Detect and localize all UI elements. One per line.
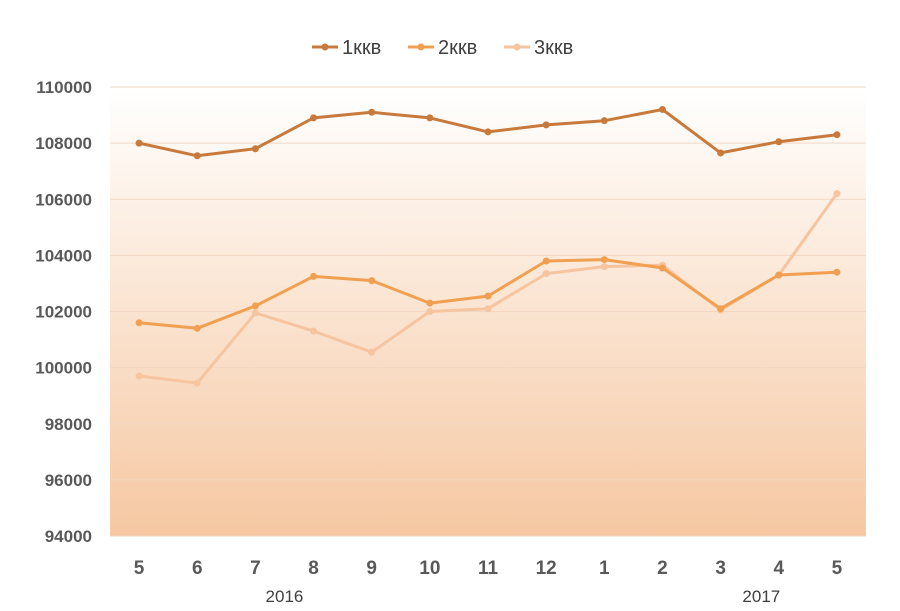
data-point	[426, 308, 434, 315]
legend-label: 1ккв	[342, 37, 381, 59]
legend-item: 1ккв	[312, 37, 381, 59]
x-tick-label: 5	[134, 558, 145, 579]
y-tick-label: 106000	[35, 190, 92, 209]
x-tick-label: 4	[773, 558, 784, 579]
x-tick-label: 11	[478, 558, 499, 579]
year-label: 2016	[266, 587, 304, 606]
y-tick-label: 110000	[36, 78, 92, 97]
data-point	[717, 305, 725, 313]
data-point	[193, 324, 201, 332]
data-point	[310, 272, 318, 280]
x-tick-label: 9	[366, 558, 377, 579]
data-point	[484, 305, 492, 313]
x-tick-label: 1	[599, 558, 610, 579]
data-point	[426, 299, 434, 307]
legend-item: 3ккв	[504, 37, 573, 59]
legend-swatch-marker	[321, 43, 329, 51]
gridlines	[110, 86, 866, 537]
data-point	[658, 105, 666, 113]
series-lines	[135, 105, 841, 387]
y-tick-label: 96000	[45, 471, 92, 490]
data-point	[310, 327, 318, 335]
data-point	[484, 128, 492, 136]
y-tick-label: 102000	[35, 303, 92, 322]
data-point	[251, 309, 259, 317]
data-point	[717, 149, 725, 157]
data-point	[251, 145, 259, 153]
legend-swatch-marker	[417, 43, 425, 51]
legend: 1ккв 2ккв 3ккв	[312, 37, 573, 59]
data-point	[368, 277, 376, 285]
x-tick-label: 5	[832, 558, 843, 579]
data-point	[600, 117, 608, 125]
data-point	[135, 372, 143, 380]
data-point	[775, 138, 783, 146]
data-point	[775, 271, 783, 279]
x-tick-label: 10	[419, 558, 440, 579]
y-tick-label: 94000	[45, 527, 92, 546]
x-tick-label: 7	[250, 558, 261, 579]
legend-label: 2ккв	[438, 37, 477, 59]
data-point	[135, 139, 143, 147]
data-point	[542, 257, 550, 265]
year-label: 2017	[742, 587, 780, 606]
legend-item: 2ккв	[408, 37, 477, 59]
data-point	[542, 121, 550, 129]
legend-label: 3ккв	[534, 37, 573, 59]
y-tick-label: 108000	[35, 134, 92, 153]
data-point	[368, 108, 376, 116]
data-point	[658, 264, 666, 272]
y-axis: 94000 96000 98000 100000 102000 104000 106000 1…	[35, 78, 92, 546]
legend-swatch-marker	[513, 43, 521, 51]
data-point	[310, 114, 318, 122]
data-point	[833, 268, 841, 276]
data-point	[600, 263, 608, 271]
series-2	[135, 256, 841, 332]
data-point	[193, 379, 201, 387]
x-tick-label: 6	[192, 558, 203, 579]
data-point	[542, 270, 550, 278]
data-point	[426, 114, 434, 122]
x-tick-label: 8	[308, 558, 319, 579]
data-point	[368, 348, 376, 356]
y-tick-label: 98000	[45, 415, 92, 434]
y-tick-label: 104000	[35, 246, 92, 265]
data-point	[251, 302, 259, 310]
x-tick-label: 12	[536, 558, 557, 579]
y-tick-label: 100000	[35, 359, 92, 378]
data-point	[193, 152, 201, 160]
data-point	[484, 292, 492, 300]
data-point	[135, 319, 143, 327]
data-point	[833, 131, 841, 139]
series-1	[135, 105, 841, 160]
x-tick-label: 3	[715, 558, 726, 579]
data-point	[833, 190, 841, 198]
x-tick-label: 2	[657, 558, 668, 579]
data-point	[600, 256, 608, 264]
